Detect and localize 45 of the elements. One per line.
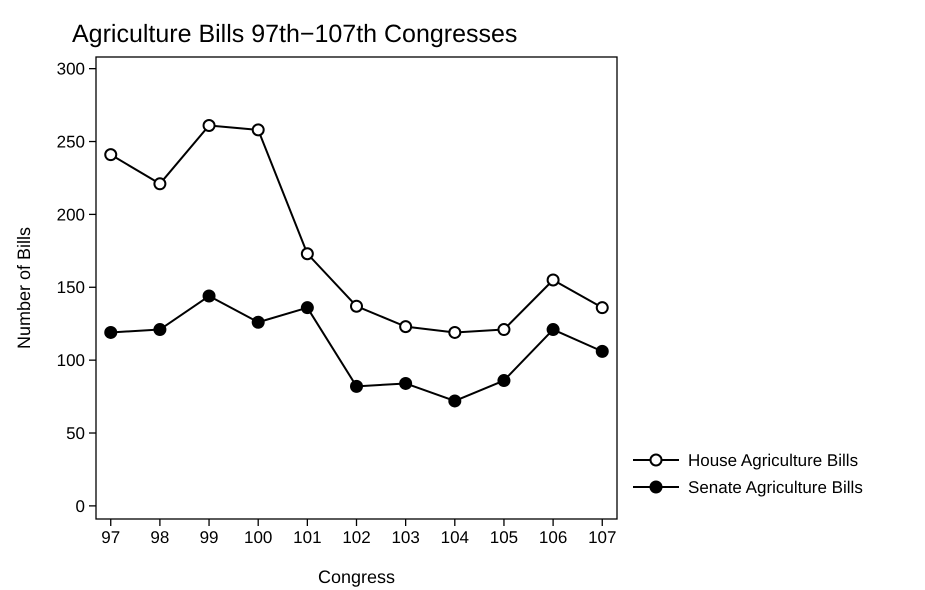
x-tick-label: 103 — [391, 528, 420, 547]
y-axis-title: Number of Bills — [14, 226, 34, 350]
point — [300, 247, 314, 260]
point — [153, 323, 166, 336]
point — [252, 123, 265, 136]
point — [350, 380, 363, 393]
x-tick-label: 100 — [244, 528, 272, 547]
point — [399, 320, 412, 334]
y-tick-label: 250 — [56, 132, 85, 152]
point — [104, 148, 118, 162]
legend-label: Senate Agriculture Bills — [688, 478, 863, 497]
point — [399, 376, 412, 390]
point — [104, 326, 118, 339]
x-tick-label: 97 — [101, 528, 120, 547]
y-tick-label: 150 — [56, 278, 85, 298]
x-axis-title: Congress — [318, 567, 396, 587]
point — [300, 301, 314, 314]
point — [202, 290, 216, 303]
x-tick-label: 101 — [293, 528, 322, 547]
y-tick-label: 50 — [66, 424, 85, 443]
point — [252, 316, 265, 329]
point — [153, 177, 166, 190]
point — [546, 323, 560, 336]
x-tick-label: 105 — [490, 528, 518, 547]
y-tick-label: 200 — [56, 205, 85, 224]
y-tick-label: 100 — [56, 351, 85, 370]
point — [497, 323, 510, 336]
y-tick-label: 300 — [56, 60, 85, 79]
point — [202, 119, 216, 132]
legend-label: House Agriculture Bills — [688, 450, 858, 470]
point — [596, 344, 609, 358]
point — [497, 374, 510, 388]
point — [596, 301, 609, 314]
x-tick-label: 98 — [150, 528, 170, 547]
point — [546, 273, 560, 286]
point — [448, 326, 462, 339]
x-tick-label: 102 — [342, 528, 371, 547]
point — [350, 300, 363, 313]
x-tick-label: 104 — [440, 528, 469, 547]
x-tick-label: 99 — [200, 528, 219, 547]
point — [448, 394, 462, 408]
x-tick-label: 107 — [588, 528, 616, 547]
x-tick-label: 106 — [538, 528, 568, 547]
y-tick-label: 0 — [76, 496, 85, 516]
chart-title: Agriculture Bills 97th−107th Congresses — [72, 20, 518, 48]
